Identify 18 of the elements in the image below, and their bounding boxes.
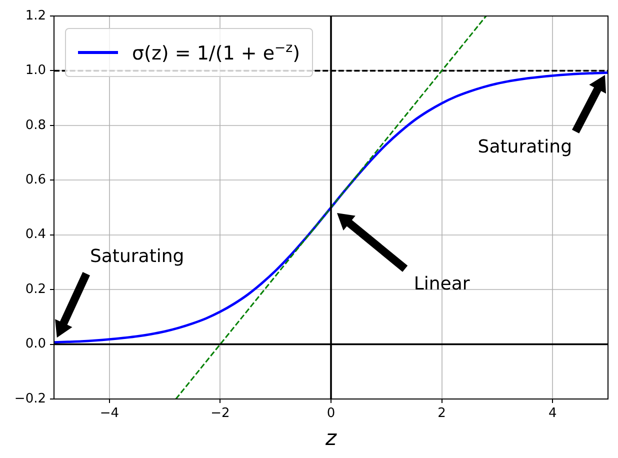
y-tick-label: 0.2 (25, 282, 46, 297)
y-tick-label: 1.0 (25, 63, 46, 78)
x-axis-title: z (324, 426, 338, 450)
legend-label: σ(z) = 1/(1 + e$^{−z}$) (132, 41, 300, 64)
y-tick-label: 0.0 (25, 336, 46, 352)
x-tick-label: 4 (548, 406, 557, 422)
annotation: Saturating (478, 136, 572, 158)
x-tick-label: 2 (438, 406, 446, 422)
x-tick-label: −2 (210, 406, 230, 422)
y-tick-label: 1.2 (25, 8, 46, 24)
y-tick-label: −0.2 (14, 391, 46, 406)
y-tick-label: 0.8 (25, 118, 46, 133)
y-tick-label: 0.4 (25, 227, 46, 242)
annotation: Linear (414, 273, 470, 294)
x-tick-label: 0 (326, 406, 336, 422)
x-tick-label: −4 (100, 406, 119, 422)
y-tick-label: 0.6 (25, 172, 46, 188)
annotation: Saturating (90, 246, 184, 267)
